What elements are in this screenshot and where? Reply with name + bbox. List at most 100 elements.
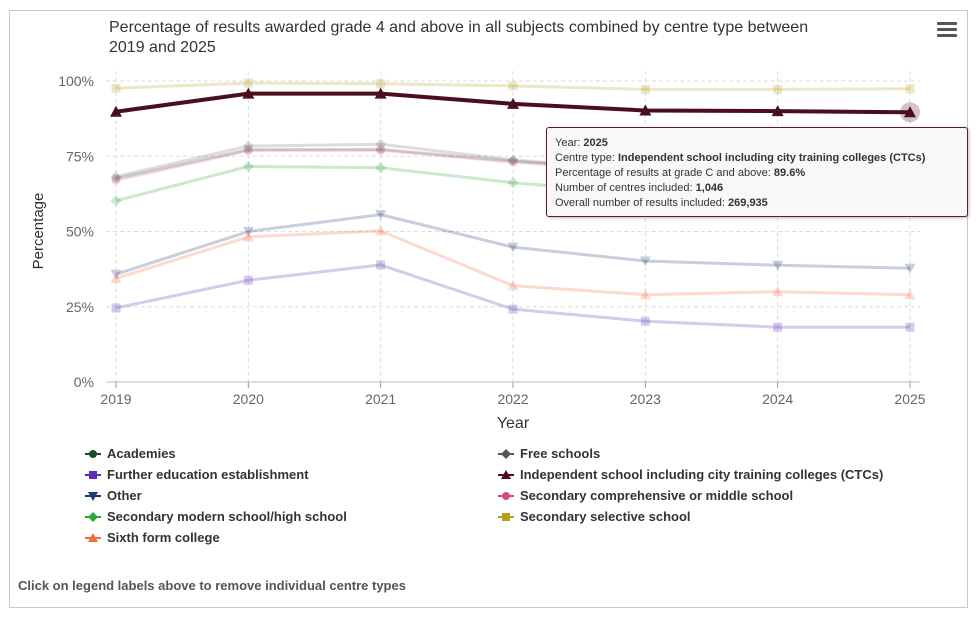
data-point-sixth-form-college xyxy=(242,231,254,242)
data-point-secondary-selective-school xyxy=(376,79,386,89)
data-point-further-education-establishment xyxy=(111,303,121,313)
series-line-further-education-establishment xyxy=(115,263,910,329)
legend-symbol-icon xyxy=(498,469,514,479)
x-axis-title: Year xyxy=(497,415,530,432)
series-line-sixth-form-college xyxy=(115,229,911,297)
data-point-secondary-comprehensive-or-middle-school xyxy=(376,145,386,155)
legend-item[interactable]: Secondary modern school/high school xyxy=(85,509,347,524)
x-tick-label: 2020 xyxy=(233,391,264,407)
data-point-independent-school-including-city-training-colleges-ctcs xyxy=(374,87,387,99)
x-tick-label: 2023 xyxy=(630,391,661,407)
data-point-secondary-selective-school xyxy=(243,78,253,88)
x-tick-label: 2024 xyxy=(762,391,793,407)
series-line-secondary-selective-school xyxy=(115,81,911,91)
legend-label: Secondary selective school xyxy=(520,509,691,524)
legend-symbol-icon xyxy=(498,448,514,459)
data-point-further-education-establishment xyxy=(508,304,518,314)
chart-tooltip: Year: 2025 Centre type: Independent scho… xyxy=(546,127,968,217)
legend-item[interactable]: Independent school including city traini… xyxy=(498,467,883,482)
legend-symbol-icon xyxy=(498,491,514,500)
data-point-other xyxy=(375,210,387,221)
legend-label: Further education establishment xyxy=(107,467,309,482)
data-point-free-schools xyxy=(110,171,122,183)
data-point-secondary-comprehensive-or-middle-school xyxy=(243,146,253,156)
y-tick-label: 100% xyxy=(58,73,94,89)
legend-item[interactable]: Secondary comprehensive or middle school xyxy=(498,488,793,503)
data-point-free-schools xyxy=(242,140,254,152)
data-point-other xyxy=(772,260,784,271)
chart-title: Percentage of results awarded grade 4 an… xyxy=(109,19,809,56)
data-point-other xyxy=(110,269,122,280)
hamburger-menu-icon[interactable] xyxy=(937,22,957,40)
y-tick-label: 50% xyxy=(66,224,94,240)
legend-label: Secondary modern school/high school xyxy=(107,509,347,524)
data-point-sixth-form-college xyxy=(375,225,387,236)
legend-item[interactable]: Academies xyxy=(85,446,176,461)
y-tick-label: 25% xyxy=(66,299,94,315)
data-point-sixth-form-college xyxy=(772,286,784,297)
data-point-independent-school-including-city-training-colleges-ctcs xyxy=(110,105,122,117)
data-point-secondary-selective-school xyxy=(773,84,783,94)
x-tick-label: 2021 xyxy=(365,391,396,407)
x-tick-label: 2022 xyxy=(497,391,528,407)
data-point-academies xyxy=(111,174,121,184)
data-point-free-schools xyxy=(375,138,387,150)
data-point-secondary-selective-school xyxy=(905,84,915,94)
legend-item[interactable]: Sixth form college xyxy=(85,530,220,545)
data-point-further-education-establishment xyxy=(243,275,253,285)
legend-label: Academies xyxy=(107,446,176,461)
legend-label: Free schools xyxy=(520,446,601,461)
data-point-secondary-comprehensive-or-middle-school xyxy=(111,175,121,185)
data-point-academies xyxy=(508,156,518,166)
hover-halo xyxy=(900,102,920,123)
data-point-other xyxy=(507,242,519,253)
data-point-further-education-establishment xyxy=(773,322,783,332)
y-tick-label: 0% xyxy=(74,374,94,390)
data-point-further-education-establishment xyxy=(905,322,915,332)
y-tick-label: 75% xyxy=(66,148,94,164)
legend-symbol-icon xyxy=(85,511,101,522)
legend-label: Other xyxy=(107,488,142,503)
legend-item[interactable]: Secondary selective school xyxy=(498,509,691,524)
data-point-academies xyxy=(243,145,253,155)
data-point-secondary-comprehensive-or-middle-school xyxy=(508,157,518,167)
legend-label: Secondary comprehensive or middle school xyxy=(520,488,794,503)
data-point-further-education-establishment xyxy=(376,260,386,270)
data-point-other xyxy=(242,227,254,237)
data-point-independent-school-including-city-training-colleges-ctcs xyxy=(639,104,652,116)
data-point-sixth-form-college xyxy=(639,289,651,300)
legend-symbol-icon xyxy=(85,449,101,458)
data-point-sixth-form-college xyxy=(110,272,122,283)
data-point-sixth-form-college xyxy=(507,280,519,291)
data-point-independent-school-including-city-training-colleges-ctcs xyxy=(242,87,255,99)
legend-item[interactable]: Free schools xyxy=(498,446,600,461)
legend-label: Sixth form college xyxy=(107,530,220,545)
legend-hint: Click on legend labels above to remove i… xyxy=(18,578,406,593)
data-point-independent-school-including-city-training-colleges-ctcs xyxy=(507,97,519,109)
data-point-other xyxy=(904,263,916,274)
legend-symbol-icon xyxy=(498,512,514,521)
legend-symbol-icon xyxy=(85,470,101,479)
legend-item[interactable]: Further education establishment xyxy=(85,467,309,482)
data-point-independent-school-including-city-training-colleges-ctcs xyxy=(904,106,916,118)
data-point-secondary-modern-school-high-school xyxy=(242,160,254,172)
data-point-secondary-selective-school xyxy=(508,81,518,91)
x-tick-label: 2025 xyxy=(894,391,925,407)
data-point-other xyxy=(639,256,651,267)
legend-label: Independent school including city traini… xyxy=(520,467,884,482)
y-axis-title: Percentage xyxy=(30,193,47,270)
x-tick-label: 2019 xyxy=(100,391,131,407)
data-point-secondary-modern-school-high-school xyxy=(375,162,387,174)
data-point-secondary-modern-school-high-school xyxy=(507,177,519,189)
legend-symbol-icon xyxy=(85,532,101,542)
data-point-secondary-modern-school-high-school xyxy=(110,195,122,207)
legend-symbol-icon xyxy=(85,491,101,501)
data-point-further-education-establishment xyxy=(640,316,650,326)
series-line-other xyxy=(115,213,911,276)
legend-item[interactable]: Other xyxy=(85,488,142,503)
data-point-free-schools xyxy=(507,154,519,166)
data-point-independent-school-including-city-training-colleges-ctcs xyxy=(771,105,784,117)
data-point-secondary-selective-school xyxy=(640,84,650,94)
data-point-sixth-form-college xyxy=(904,289,916,300)
